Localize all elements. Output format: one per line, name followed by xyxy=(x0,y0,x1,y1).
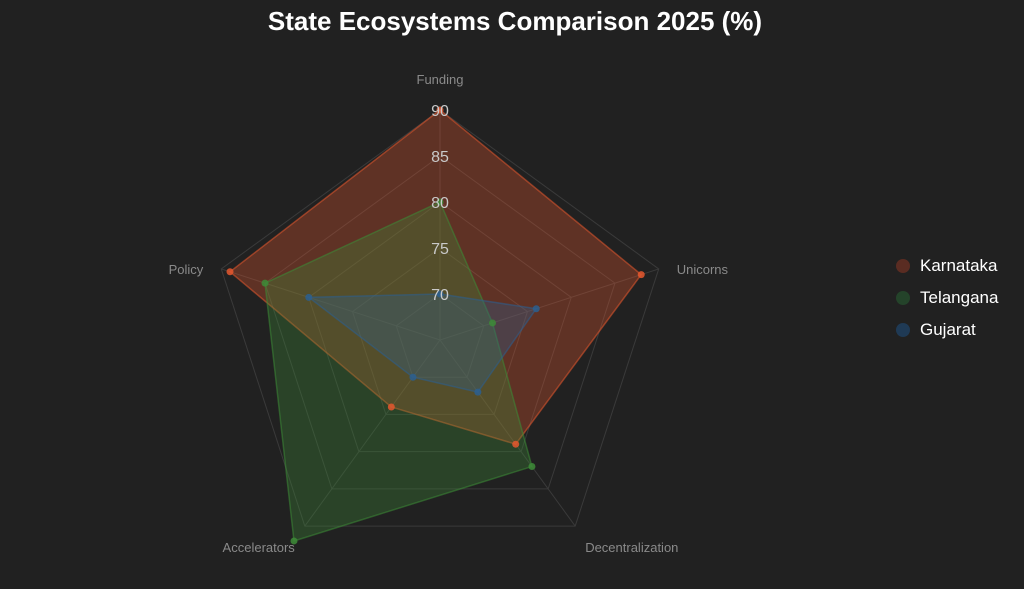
tick-label: 80 xyxy=(431,195,449,212)
axis-label-funding: Funding xyxy=(417,72,464,87)
legend-label-telangana: Telangana xyxy=(920,288,999,307)
series-area-telangana xyxy=(264,200,533,542)
legend-swatch-telangana xyxy=(896,291,910,305)
series-area-karnataka xyxy=(228,109,643,446)
grid-spoke xyxy=(439,339,576,527)
legend-swatch-karnataka xyxy=(896,259,910,273)
axis-label-accelerators: Accelerators xyxy=(223,540,296,555)
grid-spoke xyxy=(439,268,659,341)
grid-spoke xyxy=(304,339,441,527)
radar-series xyxy=(226,106,645,545)
grid-spoke xyxy=(221,268,441,341)
grid-ring xyxy=(395,293,485,378)
data-point-gujarat-accelerators xyxy=(409,373,417,381)
data-point-gujarat-decentralization xyxy=(474,388,482,396)
data-point-karnataka-decentralization xyxy=(512,440,520,448)
tick-label: 85 xyxy=(431,149,449,166)
legend: Karnataka Telangana Gujarat xyxy=(896,250,998,346)
radar-axis-labels: Funding Unicorns Decentralization Accelerat… xyxy=(169,72,729,555)
series-area-gujarat xyxy=(306,293,538,393)
data-point-telangana-policy xyxy=(261,279,269,287)
radar-grid xyxy=(220,109,660,527)
data-point-telangana-funding xyxy=(436,198,444,206)
legend-swatch-gujarat xyxy=(896,323,910,337)
axis-label-decentralization: Decentralization xyxy=(585,540,678,555)
legend-item-karnataka[interactable]: Karnataka xyxy=(896,250,998,282)
legend-label-gujarat: Gujarat xyxy=(920,320,976,339)
data-point-telangana-unicorns xyxy=(488,319,496,327)
tick-label: 75 xyxy=(431,241,449,258)
data-point-karnataka-accelerators xyxy=(387,403,395,411)
data-point-gujarat-funding xyxy=(436,290,444,298)
grid-ring xyxy=(351,247,529,415)
data-point-karnataka-funding xyxy=(436,106,444,114)
tick-label: 70 xyxy=(431,287,449,304)
grid-ring xyxy=(220,109,660,527)
data-point-karnataka-unicorns xyxy=(637,271,645,279)
tick-label: 90 xyxy=(431,103,449,120)
data-point-telangana-decentralization xyxy=(528,463,536,471)
axis-label-policy: Policy xyxy=(169,262,204,277)
data-point-karnataka-policy xyxy=(226,268,234,276)
legend-label-karnataka: Karnataka xyxy=(920,256,998,275)
legend-item-telangana[interactable]: Telangana xyxy=(896,282,998,314)
legend-item-gujarat[interactable]: Gujarat xyxy=(896,314,998,346)
grid-ring xyxy=(308,201,572,453)
grid-ring xyxy=(264,155,616,490)
axis-label-unicorns: Unicorns xyxy=(677,262,729,277)
data-point-telangana-accelerators xyxy=(290,537,298,545)
data-point-gujarat-policy xyxy=(305,293,313,301)
radar-tick-labels: 70 75 80 85 90 xyxy=(431,103,449,304)
data-point-gujarat-unicorns xyxy=(532,305,540,313)
chart-title: State Ecosystems Comparison 2025 (%) xyxy=(267,6,763,36)
